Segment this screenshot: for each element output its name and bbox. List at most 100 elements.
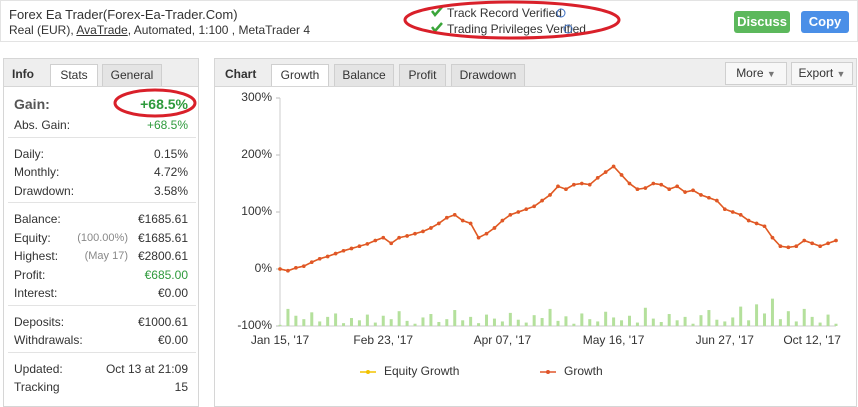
- point: [452, 213, 457, 217]
- bar: [405, 320, 409, 326]
- tab[interactable]: Growth: [271, 64, 329, 86]
- y-tick-label: 200%: [241, 147, 272, 161]
- bar: [373, 322, 377, 326]
- bar: [691, 323, 695, 326]
- tab[interactable]: Profit: [399, 64, 446, 86]
- separator: [8, 136, 196, 138]
- bar: [826, 314, 830, 326]
- bar: [747, 320, 751, 326]
- stat-value: Oct 13 at 21:09: [105, 361, 188, 376]
- discuss-button[interactable]: Discuss: [734, 11, 790, 33]
- point: [540, 198, 544, 203]
- bar: [310, 312, 314, 326]
- point: [389, 241, 393, 246]
- y-tick-label: 100%: [241, 204, 272, 218]
- help-icons[interactable]: [556, 7, 576, 37]
- bar: [357, 320, 361, 326]
- stat-label: Highest:: [14, 249, 59, 263]
- x-tick-label: Apr 07, '17: [474, 333, 532, 347]
- stat-value: €2800.61: [137, 249, 188, 263]
- stat-row: Deposits: €1000.61: [14, 313, 188, 331]
- point: [699, 193, 703, 197]
- tab[interactable]: Stats: [50, 64, 98, 86]
- bar: [755, 304, 759, 326]
- check-icons: [431, 6, 443, 33]
- menu-button[interactable]: Export ▼: [791, 62, 853, 85]
- bar: [500, 321, 504, 326]
- bar: [540, 318, 544, 326]
- bar: [739, 306, 743, 326]
- bar: [278, 324, 282, 326]
- x-tick-label: May 16, '17: [583, 333, 645, 347]
- bar: [318, 321, 322, 326]
- point: [532, 204, 536, 209]
- point: [580, 181, 584, 186]
- legend-label: Growth: [564, 364, 603, 378]
- bar: [810, 316, 814, 326]
- stat-label: Daily:: [14, 146, 45, 161]
- verified-item: Track Record Verified: [447, 6, 562, 20]
- menu-label: Export: [798, 66, 834, 80]
- panel-title: Chart: [225, 67, 257, 81]
- account-title: Forex Ea Trader(Forex-Ea-Trader.Com): [9, 7, 238, 22]
- bar: [508, 312, 512, 326]
- bar: [286, 308, 290, 326]
- stat-row: Updated: Oct 13 at 21:09: [14, 360, 188, 378]
- line: [279, 165, 837, 272]
- point: [707, 195, 711, 200]
- bar: [532, 315, 536, 326]
- copy-button[interactable]: Copy: [801, 11, 849, 33]
- menu-button[interactable]: More ▼: [725, 62, 787, 85]
- stat-row: Withdrawals: €0.00: [14, 331, 188, 349]
- stat-note: (100.00%): [77, 231, 128, 244]
- point: [516, 210, 521, 214]
- header: Forex Ea Trader(Forex-Ea-Trader.Com) Rea…: [0, 0, 858, 42]
- legend-label: Equity Growth: [384, 364, 459, 378]
- bar: [492, 318, 496, 326]
- bar: [556, 320, 560, 326]
- point: [818, 244, 822, 248]
- point: [294, 266, 298, 270]
- stat-value: +68.5%: [146, 118, 188, 132]
- point: [619, 173, 624, 177]
- bar: [643, 307, 647, 326]
- broker-link[interactable]: AvaTrade: [76, 23, 128, 37]
- stat-label: Balance:: [14, 212, 61, 226]
- bar: [620, 320, 624, 326]
- point: [484, 231, 489, 236]
- point: [587, 182, 592, 187]
- bar: [349, 318, 353, 326]
- bar: [763, 313, 767, 326]
- bar: [786, 311, 790, 326]
- point: [746, 218, 751, 223]
- bar: [516, 319, 520, 326]
- point: [468, 221, 473, 226]
- point: [786, 245, 791, 250]
- info-tabs: Info Stats General: [4, 59, 198, 87]
- tab[interactable]: Balance: [334, 64, 394, 86]
- point: [738, 213, 743, 217]
- point: [770, 235, 775, 240]
- bar: [334, 313, 338, 326]
- stat-label: Monthly:: [14, 165, 60, 179]
- bar: [477, 323, 481, 326]
- point: [651, 181, 656, 186]
- point: [413, 231, 417, 236]
- chart-tabs: Chart Growth Balance Profit Drawdown Mor…: [215, 59, 856, 87]
- point: [834, 238, 838, 243]
- tab[interactable]: Drawdown: [451, 64, 525, 86]
- point: [611, 164, 616, 169]
- point: [595, 176, 600, 180]
- point: [643, 186, 648, 190]
- point: [357, 244, 362, 248]
- tab[interactable]: General: [102, 64, 162, 86]
- y-tick-label: -100%: [237, 318, 272, 332]
- point: [302, 264, 306, 268]
- stat-label: Abs. Gain:: [14, 118, 71, 132]
- bar: [564, 316, 568, 326]
- bar: [802, 308, 806, 326]
- point: [762, 224, 767, 229]
- point: [508, 213, 513, 217]
- menu-label: More: [736, 66, 764, 80]
- point: [723, 207, 727, 211]
